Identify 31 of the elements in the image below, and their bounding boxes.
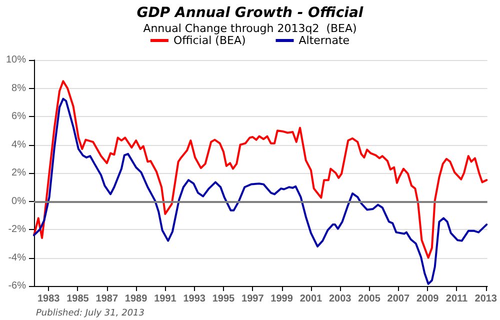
legend-label: Official (BEA) — [173, 34, 246, 47]
x-tick-label: 2009 — [416, 294, 440, 304]
x-tick-label: 1985 — [66, 294, 90, 304]
chart-subtitle: Annual Change through 2013q2 (BEA) — [143, 22, 357, 35]
x-tick-label: 2005 — [358, 294, 381, 304]
legend-label: Alternate — [298, 34, 350, 47]
x-tick-label: 1995 — [212, 294, 236, 304]
x-tick-label: 2011 — [446, 294, 468, 304]
line-series — [33, 80, 488, 259]
x-tick-label: 1983 — [37, 294, 60, 304]
y-tick-label: 6% — [12, 111, 26, 122]
y-tick-label: -6% — [8, 280, 26, 292]
x-tick-label: 1993 — [183, 294, 206, 304]
x-tick-label: 2003 — [328, 294, 352, 304]
x-tick-label: 1991 — [154, 294, 177, 304]
y-tick-label: 8% — [12, 82, 26, 94]
x-tick-label: 1997 — [242, 294, 264, 304]
text: Published: July 31, 2013 — [36, 308, 145, 318]
y-tick-label: 0% — [12, 196, 26, 207]
chart-title: GDP Annual Growth - Official — [136, 5, 364, 21]
y-tick-label: 2% — [12, 168, 26, 178]
x-tick-label: 2001 — [300, 294, 323, 304]
x-tick-label: 1987 — [96, 294, 118, 304]
x-tick-label: 2013 — [474, 294, 498, 304]
x-tick-label: 2007 — [387, 294, 410, 304]
y-tick-label: 10% — [6, 54, 26, 66]
y-tick-label: 4% — [12, 139, 26, 150]
y-tick-label: -2% — [8, 224, 26, 235]
x-tick-label: 1999 — [270, 294, 294, 304]
x-tick-label: 1989 — [124, 294, 148, 304]
y-tick-label: -4% — [8, 252, 26, 264]
